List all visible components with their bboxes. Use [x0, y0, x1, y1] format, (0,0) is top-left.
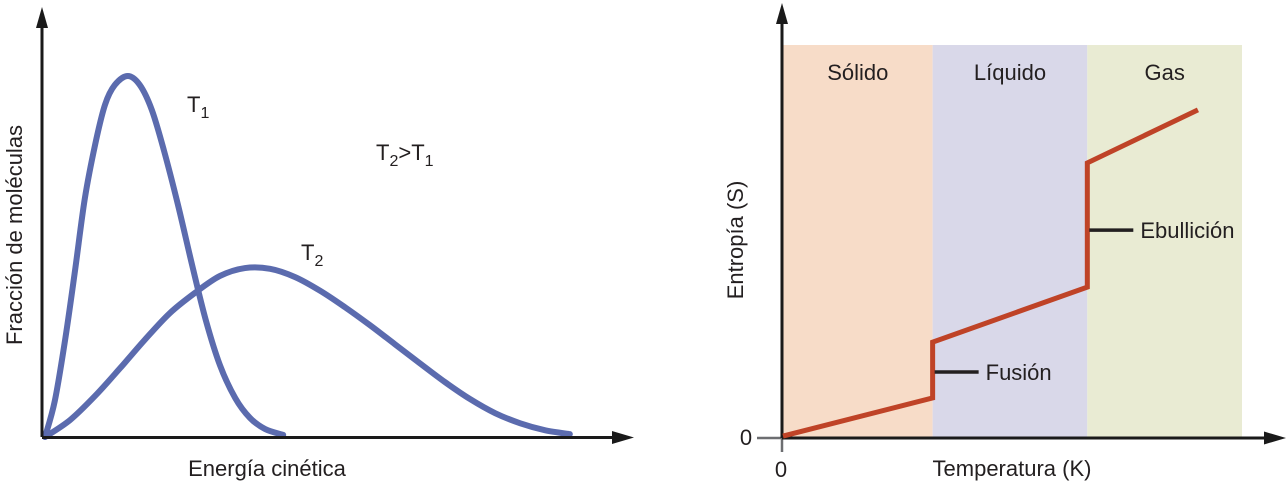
x-axis-arrowhead-icon — [612, 431, 634, 444]
series-label-t2-base: T — [301, 240, 314, 265]
annotation-ticks-layer — [934, 228, 1134, 374]
y-axis-arrowhead-icon — [36, 7, 48, 28]
series-label-t2-sub: 2 — [314, 253, 323, 270]
entropy-temperature-chart: Sólido Líquido Gas Fusión Ebullición 0 0… — [723, 3, 1286, 482]
region-band-2 — [1087, 45, 1242, 437]
x-axis-label: Temperatura (K) — [933, 456, 1092, 481]
distribution-curve-t2 — [42, 264, 573, 440]
region-label-liquido: Líquido — [974, 60, 1046, 85]
y-origin-label: 0 — [740, 425, 752, 450]
entropy-curve — [782, 107, 1200, 439]
annotation-label-ebullicion: Ebullición — [1140, 218, 1234, 243]
x-origin-label: 0 — [775, 457, 787, 482]
series-label-t1-sub: 1 — [200, 105, 209, 122]
series-label-t1-base: T — [187, 92, 200, 117]
y-axis-arrowhead-icon — [776, 3, 788, 24]
series-label-t2: T2 — [301, 240, 323, 270]
annotation-part-1: 2 — [389, 153, 398, 170]
x-axis-arrowhead-icon — [1264, 431, 1286, 445]
annotation-part-0: T — [376, 140, 389, 165]
distribution-curves-layer — [42, 72, 573, 440]
region-label-solido: Sólido — [827, 60, 888, 85]
y-axis-label: Entropía (S) — [723, 181, 748, 300]
annotation-part-2: >T — [398, 140, 424, 165]
entropy-curve-layer — [782, 107, 1200, 439]
phase-region-bands-layer — [783, 45, 1242, 437]
temperature-comparison-annotation: T2>T1 — [376, 140, 434, 170]
kinetic-energy-distribution-chart: Energía cinética Fracción de moléculas T… — [2, 7, 634, 481]
region-label-gas: Gas — [1144, 60, 1184, 85]
distribution-curve-t1 — [42, 72, 287, 440]
series-label-t1: T1 — [187, 92, 209, 122]
y-axis-label: Fracción de moléculas — [2, 125, 27, 345]
x-axis-label: Energía cinética — [188, 456, 347, 481]
annotation-part-3: 1 — [425, 153, 434, 170]
region-band-0 — [783, 45, 933, 437]
annotation-label-fusion: Fusión — [986, 360, 1052, 385]
